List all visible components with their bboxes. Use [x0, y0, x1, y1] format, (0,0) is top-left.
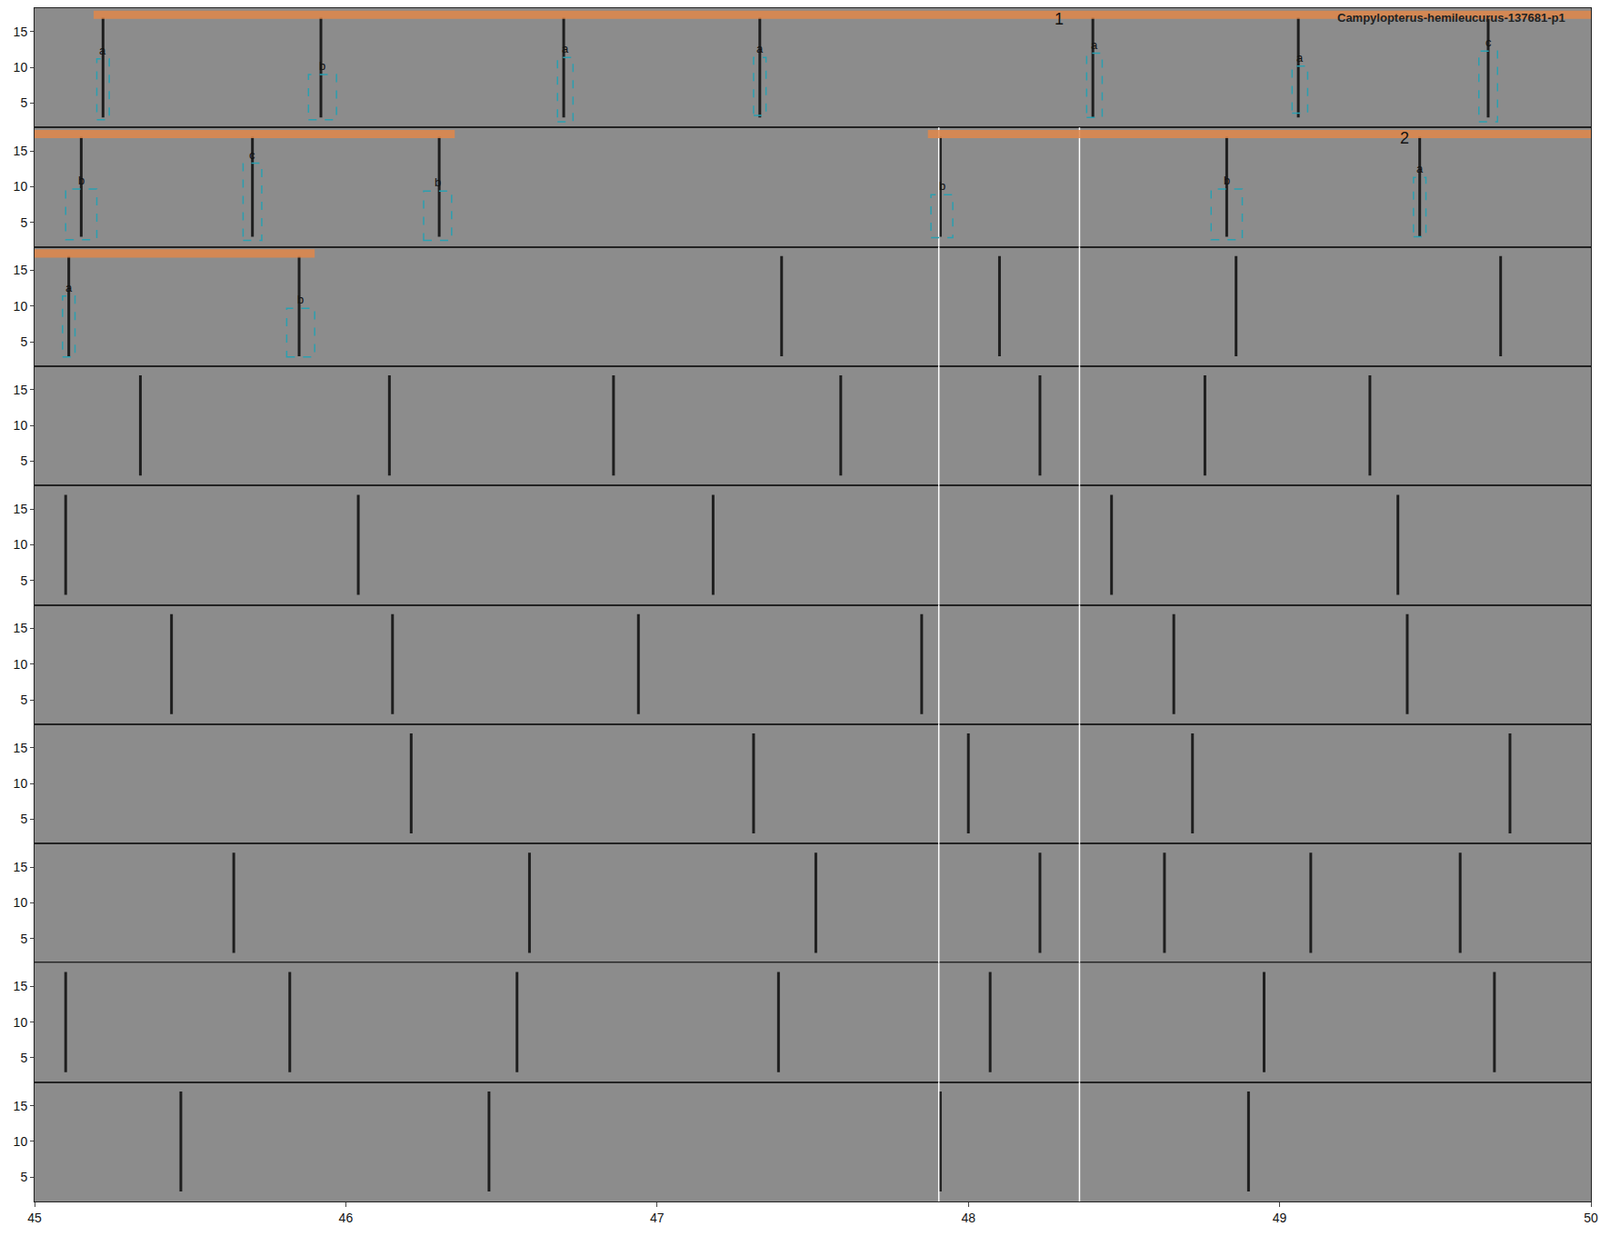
- svg-text:10: 10: [13, 537, 29, 552]
- svg-text:a: a: [1416, 161, 1424, 176]
- svg-text:10: 10: [13, 776, 29, 791]
- svg-text:15: 15: [13, 860, 29, 875]
- svg-text:15: 15: [13, 620, 29, 636]
- svg-text:15: 15: [13, 979, 29, 994]
- svg-text:10: 10: [13, 895, 29, 910]
- svg-text:a: a: [65, 280, 73, 295]
- svg-text:15: 15: [13, 382, 29, 398]
- svg-text:a: a: [1090, 38, 1099, 52]
- svg-text:b: b: [939, 179, 946, 193]
- svg-text:15: 15: [13, 1099, 29, 1114]
- svg-text:15: 15: [13, 24, 29, 40]
- svg-text:15: 15: [13, 740, 29, 756]
- svg-text:5: 5: [20, 453, 28, 469]
- svg-text:5: 5: [20, 1050, 28, 1066]
- svg-text:5: 5: [20, 1170, 28, 1185]
- svg-text:10: 10: [13, 60, 29, 75]
- svg-text:5: 5: [20, 95, 28, 110]
- svg-text:c: c: [1485, 35, 1492, 50]
- svg-text:45: 45: [27, 1210, 42, 1226]
- svg-text:5: 5: [20, 811, 28, 827]
- svg-text:50: 50: [1583, 1210, 1599, 1226]
- svg-text:5: 5: [20, 215, 28, 230]
- svg-text:a: a: [561, 41, 570, 56]
- svg-text:5: 5: [20, 573, 28, 589]
- svg-text:10: 10: [13, 299, 29, 314]
- svg-text:2: 2: [1400, 129, 1410, 148]
- svg-text:c: c: [249, 148, 256, 162]
- svg-text:a: a: [1296, 50, 1304, 65]
- svg-text:49: 49: [1272, 1210, 1288, 1226]
- svg-text:46: 46: [339, 1210, 354, 1226]
- svg-text:b: b: [434, 175, 441, 190]
- svg-text:10: 10: [13, 657, 29, 672]
- svg-text:5: 5: [20, 931, 28, 947]
- svg-text:10: 10: [13, 1015, 29, 1030]
- svg-text:b: b: [1223, 173, 1230, 188]
- svg-text:10: 10: [13, 1134, 29, 1150]
- svg-text:b: b: [319, 59, 326, 73]
- svg-text:5: 5: [20, 334, 28, 350]
- svg-text:10: 10: [13, 179, 29, 194]
- svg-text:b: b: [297, 292, 304, 307]
- svg-text:48: 48: [960, 1210, 976, 1226]
- svg-text:1: 1: [1054, 10, 1064, 29]
- svg-text:15: 15: [13, 143, 29, 159]
- svg-text:10: 10: [13, 418, 29, 433]
- svg-text:47: 47: [650, 1210, 665, 1226]
- svg-text:5: 5: [20, 692, 28, 708]
- svg-text:Campylopterus-hemileucurus-137: Campylopterus-hemileucurus-137681-p1: [1337, 10, 1566, 25]
- svg-text:15: 15: [13, 501, 29, 517]
- svg-text:15: 15: [13, 262, 29, 278]
- svg-text:a: a: [99, 43, 107, 58]
- svg-text:b: b: [78, 173, 85, 188]
- svg-text:a: a: [756, 41, 764, 56]
